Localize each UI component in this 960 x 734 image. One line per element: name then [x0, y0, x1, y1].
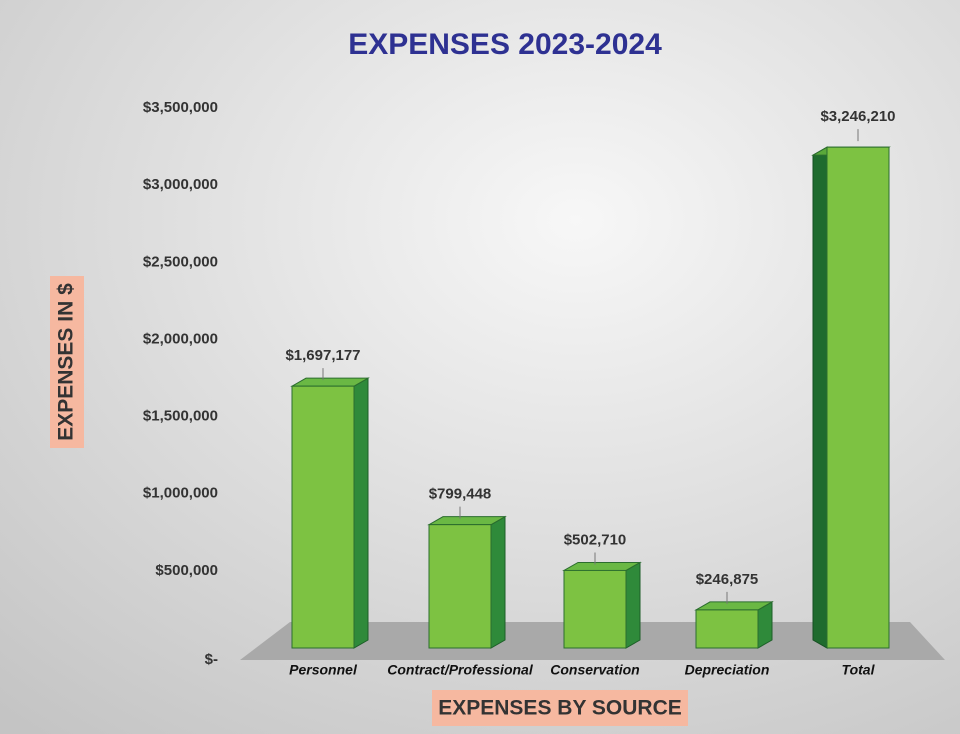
- bar: [291, 385, 355, 649]
- bar-top: [694, 601, 774, 611]
- bar: [695, 609, 759, 649]
- y-tick-label: $2,000,000: [143, 330, 218, 347]
- chart-title: EXPENSES 2023-2024: [348, 28, 662, 61]
- y-tick-label: $3,500,000: [143, 99, 218, 116]
- bar-side: [353, 377, 369, 649]
- y-tick-label: $1,000,000: [143, 485, 218, 502]
- bar-side: [625, 561, 641, 649]
- y-tick-label: $3,000,000: [143, 176, 218, 193]
- bar-top: [427, 516, 507, 526]
- y-tick-label: $-: [205, 651, 218, 668]
- y-tick-label: $1,500,000: [143, 408, 218, 425]
- x-tick-label: Contract/Professional: [387, 662, 534, 678]
- bar: [428, 524, 492, 649]
- value-label: $799,448: [429, 486, 492, 503]
- bar: [563, 569, 627, 649]
- value-label: $502,710: [564, 531, 627, 548]
- bar: [826, 146, 890, 649]
- x-axis-title: EXPENSES BY SOURCE: [438, 697, 682, 720]
- bar-side: [490, 515, 506, 649]
- x-tick-label: Personnel: [289, 662, 358, 678]
- x-label-bg: [432, 690, 688, 726]
- y-tick-label: $500,000: [155, 562, 218, 579]
- x-tick-label: Depreciation: [685, 662, 770, 678]
- y-tick-label: $2,500,000: [143, 253, 218, 270]
- bar-side: [812, 146, 828, 649]
- bar-top: [290, 377, 370, 387]
- x-tick-label: Conservation: [550, 662, 639, 678]
- value-label: $1,697,177: [285, 347, 360, 364]
- value-label: $3,246,210: [820, 108, 895, 125]
- x-tick-label: Total: [842, 662, 876, 678]
- value-label: $246,875: [696, 571, 759, 588]
- y-axis-title: EXPENSES IN $: [55, 283, 78, 441]
- bar-top: [562, 561, 642, 571]
- y-label-bg: [50, 276, 84, 448]
